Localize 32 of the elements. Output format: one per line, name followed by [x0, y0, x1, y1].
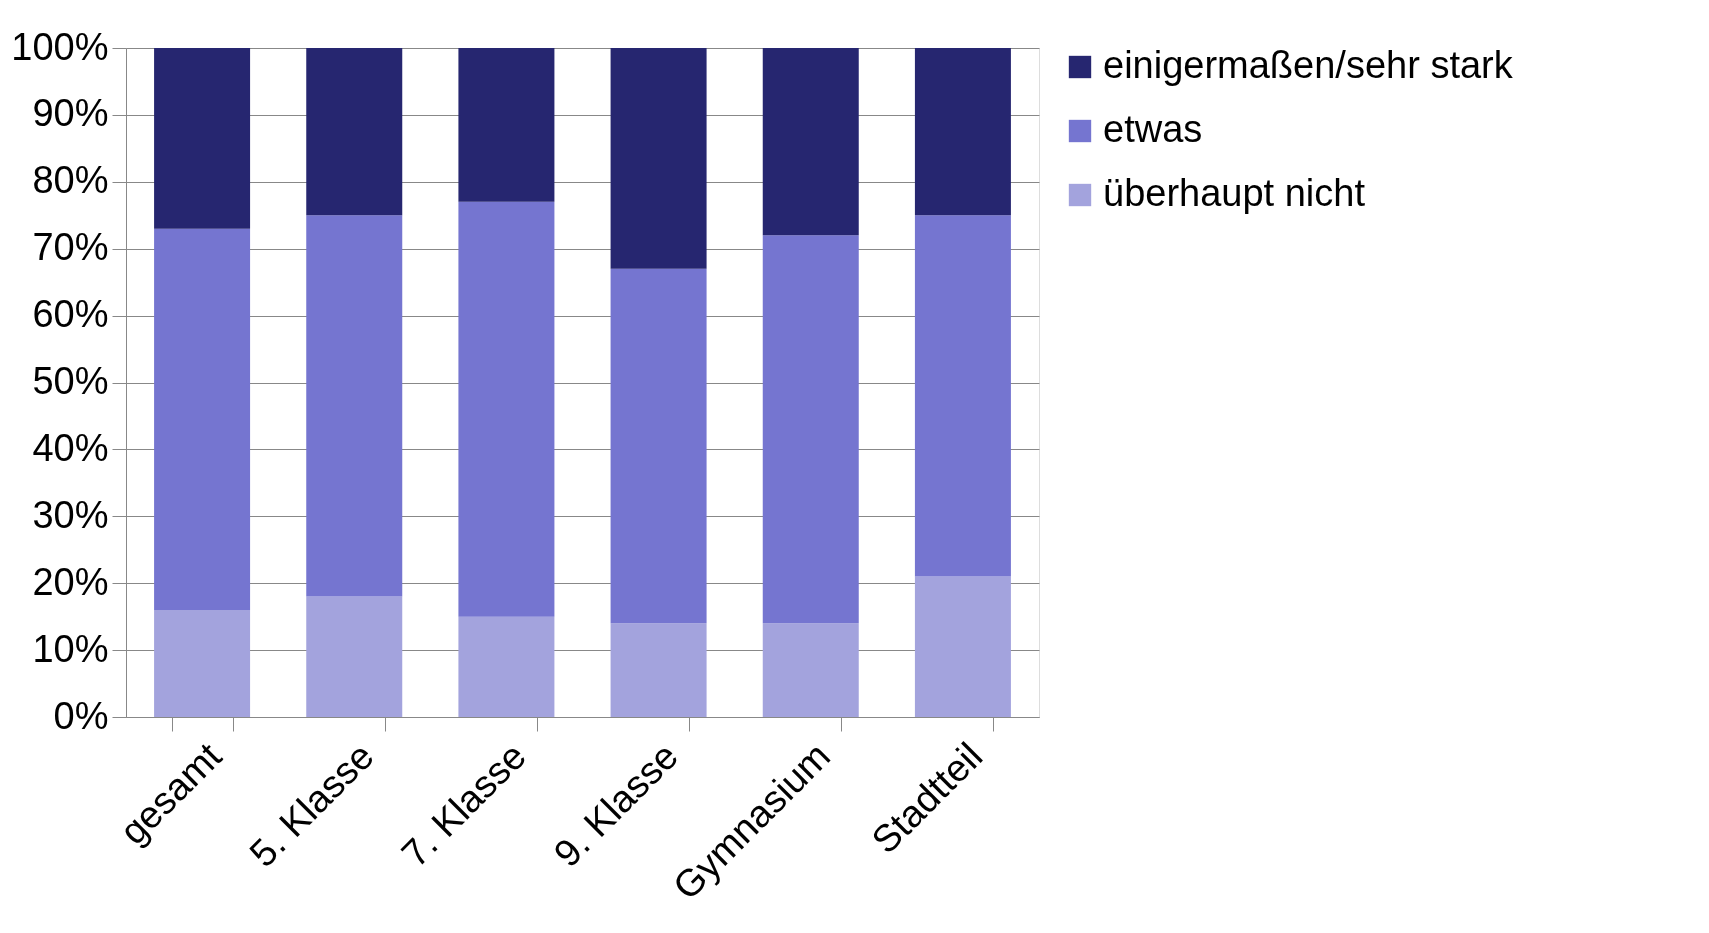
- bar: [762, 623, 859, 717]
- bar: [306, 596, 403, 717]
- legend-label: überhaupt nicht: [1103, 172, 1366, 214]
- y-tick-label: 0%: [53, 694, 109, 737]
- y-tick-label: 40%: [32, 426, 109, 469]
- y-tick-label: 100%: [11, 25, 109, 68]
- bar: [914, 48, 1011, 216]
- bar: [154, 609, 251, 717]
- bar: [762, 48, 859, 236]
- bar: [154, 228, 251, 610]
- y-tick-label: 60%: [32, 293, 109, 336]
- y-tick-label: 80%: [32, 159, 109, 202]
- bar: [762, 235, 859, 624]
- bar: [610, 268, 707, 624]
- bar: [306, 215, 403, 597]
- legend-label: etwas: [1103, 108, 1203, 150]
- bar: [610, 623, 707, 717]
- bar: [458, 48, 555, 202]
- bar: [610, 48, 707, 269]
- bar: [154, 48, 251, 229]
- bar: [458, 616, 555, 717]
- bar: [458, 201, 555, 617]
- y-tick-label: 90%: [32, 92, 109, 135]
- y-tick-label: 50%: [32, 360, 109, 402]
- bar: [914, 576, 1011, 717]
- y-tick-label: 70%: [32, 226, 109, 269]
- bar: [306, 48, 403, 216]
- y-tick-label: 20%: [32, 560, 109, 603]
- y-tick-label: 10%: [32, 627, 109, 670]
- legend-label: einigermaßen/sehr stark: [1103, 44, 1514, 86]
- y-tick-label: 30%: [32, 493, 109, 536]
- bar: [914, 215, 1011, 577]
